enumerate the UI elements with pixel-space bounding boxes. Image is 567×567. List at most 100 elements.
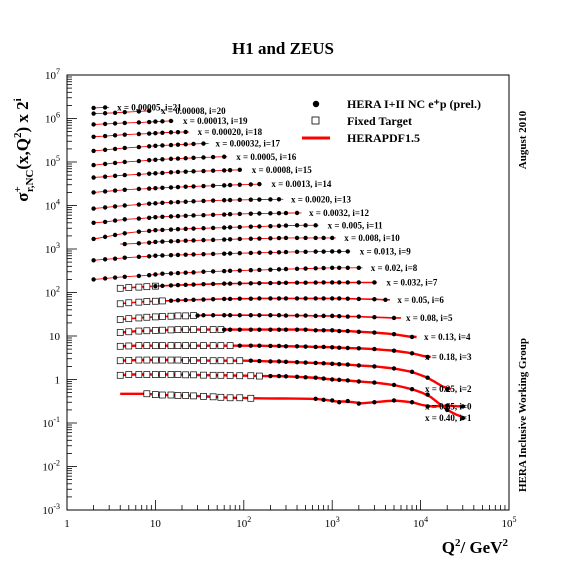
fixed-target-point <box>143 371 151 378</box>
hera-point <box>372 280 377 285</box>
hera-point <box>372 364 377 369</box>
hera-point <box>160 185 165 191</box>
hera-point <box>257 197 262 202</box>
hera-point <box>345 280 350 285</box>
hera-point <box>321 344 326 350</box>
hera-point <box>227 237 233 242</box>
side-label-group: HERA Inclusive Working Group <box>517 338 529 492</box>
hera-point <box>221 198 227 203</box>
hera-point <box>175 270 181 276</box>
hera-point <box>210 269 216 274</box>
hera-point <box>160 283 165 289</box>
hera-point <box>268 359 273 364</box>
hera-point <box>175 129 181 135</box>
hera-point <box>112 218 118 223</box>
hera-point <box>237 182 242 187</box>
hera-point <box>102 161 108 167</box>
hera-point <box>257 280 262 286</box>
fixed-target-point <box>125 357 133 364</box>
hera-point <box>160 200 165 206</box>
hera-point <box>210 212 216 218</box>
hera-point <box>356 363 362 368</box>
hera-point <box>294 296 300 301</box>
hera-point <box>283 313 289 318</box>
hera-point <box>91 175 96 180</box>
hera-point <box>330 345 335 350</box>
hera-point <box>283 327 289 332</box>
hera-point <box>345 265 350 270</box>
hera-point <box>330 328 335 333</box>
bin-label: x = 0.18, i=3 <box>425 352 472 362</box>
hera-point <box>183 184 188 189</box>
legend-fixed-target-label: Fixed Target <box>347 114 412 128</box>
hera-point <box>175 238 181 244</box>
hera-point <box>160 143 165 148</box>
bin-label: x = 0.02, i=8 <box>371 263 418 273</box>
hera-point <box>168 298 174 303</box>
hera-point <box>201 269 206 274</box>
hera-point <box>221 251 227 256</box>
hera-point <box>191 270 196 275</box>
hera-point <box>283 296 289 301</box>
hera-point <box>146 186 152 191</box>
fixed-target-point <box>174 371 182 378</box>
hera-point <box>330 398 335 403</box>
hera-point <box>191 184 196 189</box>
hera-point <box>91 277 96 282</box>
hera-point <box>122 203 127 208</box>
fixed-target-point <box>143 390 151 398</box>
hera-point <box>409 369 415 375</box>
hera-point <box>257 211 262 216</box>
hera-point <box>336 314 342 319</box>
hera-point <box>276 327 282 332</box>
fixed-target-point <box>236 372 244 380</box>
hera-point <box>460 415 465 421</box>
hera-point <box>294 344 300 349</box>
hera-point <box>330 361 335 366</box>
hera-point <box>221 154 227 159</box>
hera-point <box>237 167 242 173</box>
hera-point <box>313 223 318 228</box>
hera-point <box>122 274 127 279</box>
hera-point <box>294 235 300 241</box>
fixed-target-point <box>125 328 133 336</box>
hera-point <box>183 252 188 257</box>
hera-point <box>268 211 273 216</box>
hera-point <box>201 168 206 174</box>
hera-point <box>321 328 326 333</box>
hera-point <box>283 359 289 365</box>
hera-point <box>146 108 152 114</box>
hera-point <box>303 375 308 380</box>
fixed-target-point <box>167 371 175 378</box>
hera-point <box>237 197 242 203</box>
hera-point <box>183 282 188 288</box>
x-tick-label: 103 <box>325 515 340 530</box>
hera-point <box>122 255 127 260</box>
hera-point <box>336 328 342 334</box>
hera-point <box>383 297 388 302</box>
hera-point <box>136 172 142 177</box>
hera-point <box>372 297 377 302</box>
hera-point <box>276 296 282 301</box>
fixed-target-point <box>190 371 197 379</box>
hera-point <box>91 162 96 168</box>
hera-point <box>294 374 300 380</box>
hera-point <box>372 346 377 352</box>
fixed-target-point <box>209 371 217 379</box>
fixed-target-point <box>143 313 151 321</box>
hera-point <box>160 227 165 233</box>
hera-point <box>175 282 181 288</box>
hera-point <box>210 237 216 243</box>
hera-point <box>183 169 188 174</box>
hera-point <box>237 211 242 217</box>
hera-point <box>91 190 96 195</box>
hera-point <box>237 296 242 301</box>
hera-point <box>313 249 318 254</box>
fixed-target-point <box>135 314 143 322</box>
hera-point <box>283 344 289 349</box>
hera-point <box>153 157 158 163</box>
hera-point <box>183 238 188 243</box>
hera-point <box>294 223 300 228</box>
hera-point <box>136 229 142 234</box>
hera-point <box>160 170 165 176</box>
